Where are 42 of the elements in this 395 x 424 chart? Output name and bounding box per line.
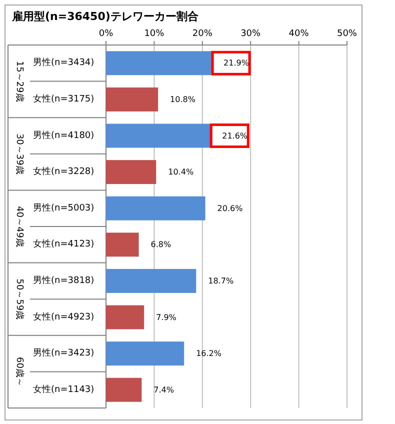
chart-title: 雇用型(n=36450)テレワーカー割合 xyxy=(11,10,200,23)
data-label: 21.6% xyxy=(222,131,248,140)
y-tick-label: 女性(n=4123) xyxy=(33,238,94,250)
data-label: 10.8% xyxy=(170,94,196,104)
bar xyxy=(106,87,158,112)
y-tick-label: 男性(n=3423) xyxy=(33,348,94,359)
text: 40～49歳 xyxy=(14,206,25,247)
bar xyxy=(106,196,206,220)
x-tick-label: 30% xyxy=(240,29,262,39)
x-tick-label: 0% xyxy=(98,29,114,39)
bar xyxy=(106,378,142,402)
x-tick-label: 50% xyxy=(336,29,358,39)
data-label: 21.9% xyxy=(224,58,250,68)
bar xyxy=(106,305,144,330)
data-label: 7.9% xyxy=(156,312,177,322)
y-tick-label: 女性(n=3175) xyxy=(33,93,94,104)
bar xyxy=(106,160,156,184)
text: 50～59歳 xyxy=(14,278,25,320)
text: 30～39歳 xyxy=(14,133,25,174)
y-tick-label: 女性(n=1143) xyxy=(33,384,94,395)
y-tick-label: 男性(n=3818) xyxy=(33,274,94,286)
y-tick-label: 男性(n=3434) xyxy=(33,57,94,68)
data-label: 6.8% xyxy=(150,240,172,250)
y-tick-label: 男性(n=5003) xyxy=(33,202,94,214)
data-label: 18.7% xyxy=(208,276,234,286)
x-tick-label: 20% xyxy=(192,29,213,39)
bar xyxy=(106,268,196,293)
y-tick-label: 女性(n=3228) xyxy=(33,166,94,178)
y-tick-label: 女性(n=4923) xyxy=(33,311,94,322)
text: 15～29歳 xyxy=(14,60,25,102)
text: 60歳～ xyxy=(14,356,25,386)
x-tick-label: 10% xyxy=(144,29,165,39)
data-label: 7.4% xyxy=(154,385,174,394)
bar xyxy=(106,124,210,148)
bar xyxy=(106,51,212,76)
data-label: 10.4% xyxy=(168,168,194,177)
data-label: 20.6% xyxy=(217,204,244,213)
data-label: 16.2% xyxy=(196,349,222,358)
bar xyxy=(106,232,139,257)
y-tick-label: 男性(n=4180) xyxy=(33,130,94,141)
x-tick-label: 40% xyxy=(288,29,310,39)
bar xyxy=(106,342,184,366)
